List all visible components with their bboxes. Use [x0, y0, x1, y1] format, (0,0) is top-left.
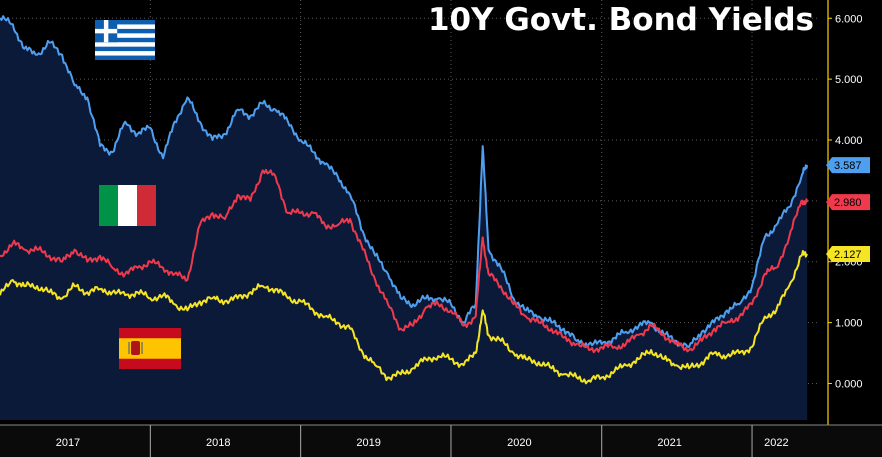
last-value-box [826, 194, 870, 211]
last-value-tag-italy: 2.980 [826, 194, 870, 211]
y-tick-label: 4.000 [835, 135, 863, 147]
x-tick-label: 2017 [56, 437, 80, 449]
y-tick-label: 1.000 [835, 318, 863, 330]
last-value-labels: 3.587 2.980 2.127 [826, 157, 870, 263]
area-fill [0, 18, 808, 421]
x-tick-label: 2020 [507, 437, 531, 449]
last-value-tag-spain: 2.127 [826, 246, 870, 263]
x-tick-label: 2021 [657, 437, 681, 449]
y-tick-label: 0.000 [835, 378, 863, 390]
series-line-greece [0, 15, 809, 348]
last-value-text: 3.587 [834, 160, 862, 172]
series-line-spain [0, 250, 809, 385]
last-value-tag-greece: 3.587 [826, 157, 870, 174]
series-line-italy [0, 168, 809, 354]
x-tick-label: 2018 [206, 437, 230, 449]
y-tick-label: 5.000 [835, 74, 863, 86]
last-value-text: 2.980 [834, 197, 862, 209]
x-axis: 2017 2018 2019 2020 2021 2022 [0, 424, 882, 457]
italy-flag-icon [99, 185, 156, 226]
last-value-box [826, 246, 870, 263]
spain-flag-icon [119, 328, 181, 369]
greece-flag-icon [95, 20, 155, 60]
chart-title: 10Y Govt. Bond Yields [427, 2, 814, 38]
series-lines [0, 15, 809, 385]
x-tick-label: 2019 [356, 437, 380, 449]
x-axis-band [0, 425, 882, 457]
area-under-greece [0, 18, 808, 421]
last-value-text: 2.127 [834, 249, 862, 261]
last-value-box [826, 157, 870, 174]
x-tick-label: 2022 [764, 437, 788, 449]
y-tick-label: 6.000 [835, 13, 863, 25]
